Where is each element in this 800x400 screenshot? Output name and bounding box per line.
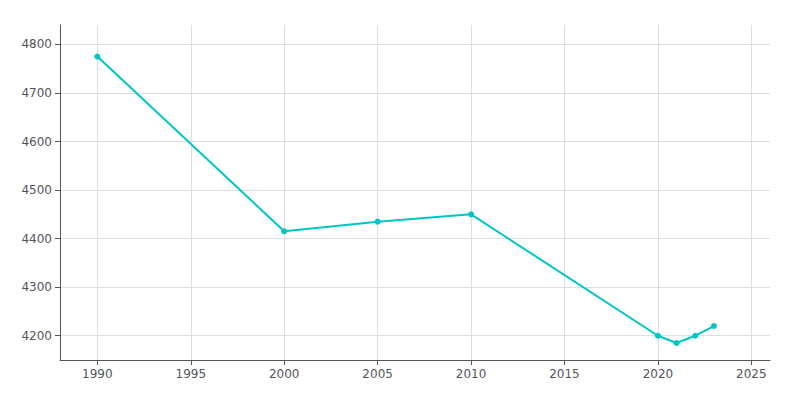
svg-text:2015: 2015 [549,367,580,381]
svg-text:4600: 4600 [21,135,52,149]
svg-text:2010: 2010 [456,367,487,381]
svg-text:2025: 2025 [736,367,767,381]
svg-text:4200: 4200 [21,329,52,343]
svg-text:4700: 4700 [21,86,52,100]
svg-text:4400: 4400 [21,232,52,246]
svg-text:2000: 2000 [269,367,300,381]
svg-text:1995: 1995 [176,367,207,381]
svg-text:4500: 4500 [21,183,52,197]
svg-text:2020: 2020 [643,367,674,381]
svg-text:4300: 4300 [21,280,52,294]
svg-text:2005: 2005 [362,367,393,381]
svg-text:1990: 1990 [82,367,113,381]
svg-text:4800: 4800 [21,37,52,51]
